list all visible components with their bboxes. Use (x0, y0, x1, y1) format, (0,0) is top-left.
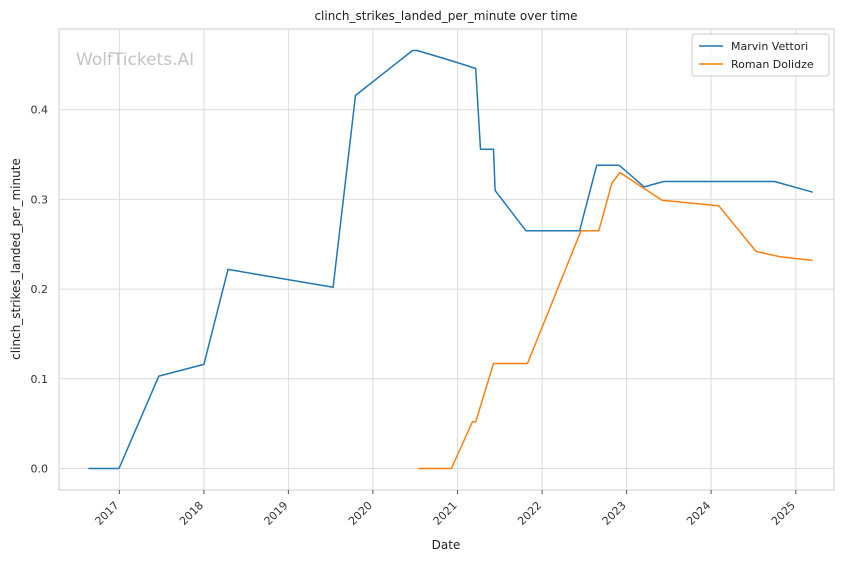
y-axis-title: clinch_strikes_landed_per_minute (9, 158, 23, 360)
y-tick-label: 0.0 (31, 462, 49, 475)
series-layer (88, 49, 813, 470)
plot-frame (58, 28, 835, 491)
y-tick-label: 0.2 (31, 283, 49, 296)
legend: Marvin Vettori Roman Dolidze (691, 33, 830, 77)
y-axis-ticks: 0.0 0.1 0.2 0.3 0.4 (31, 104, 49, 476)
series-line-roman-dolidze (418, 171, 813, 470)
y-tick-label: 0.4 (31, 104, 49, 117)
legend-box (691, 33, 830, 77)
y-tick-label: 0.3 (31, 193, 49, 206)
series-line-marvin-vettori (88, 49, 813, 470)
chart-title: clinch_strikes_landed_per_minute over ti… (314, 9, 577, 23)
legend-label-marvin-vettori: Marvin Vettori (731, 40, 808, 53)
y-tick-label: 0.1 (31, 373, 49, 386)
x-axis-title: Date (432, 538, 461, 552)
watermark: WolfTickets.AI (76, 50, 194, 70)
grid (59, 29, 834, 490)
legend-label-roman-dolidze: Roman Dolidze (731, 58, 814, 71)
